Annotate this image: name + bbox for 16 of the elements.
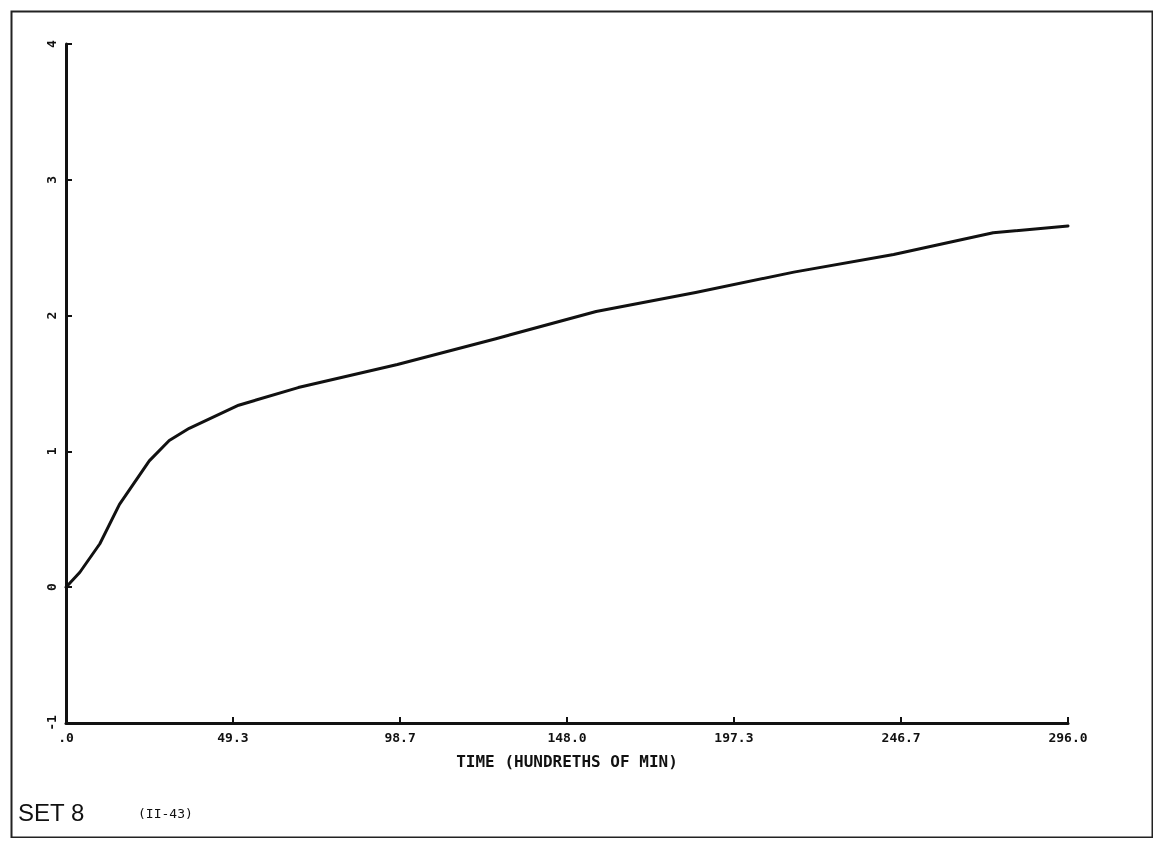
y-tick-label: 0 — [44, 583, 59, 592]
y-tick-label: 3 — [44, 175, 59, 184]
x-tick-label: 246.7 — [881, 730, 921, 745]
x-tick-label: 98.7 — [384, 730, 416, 745]
y-tick-label: 4 — [44, 39, 59, 48]
y-tick-label: 1 — [44, 447, 59, 456]
y-tick-label: -1 — [44, 715, 59, 731]
text: SET 8 — [18, 798, 85, 826]
x-tick-label: 148.0 — [547, 730, 587, 745]
x-tick-label: 296.0 — [1048, 730, 1088, 745]
x-tick-label: .0 — [58, 730, 74, 745]
text: (II-43) — [138, 806, 193, 821]
x-axis-title: TIME (HUNDRETHS OF MIN) — [456, 751, 678, 771]
x-tick-label: 197.3 — [714, 730, 754, 745]
x-tick-label: 49.3 — [217, 730, 249, 745]
y-tick-label: 2 — [44, 311, 59, 320]
